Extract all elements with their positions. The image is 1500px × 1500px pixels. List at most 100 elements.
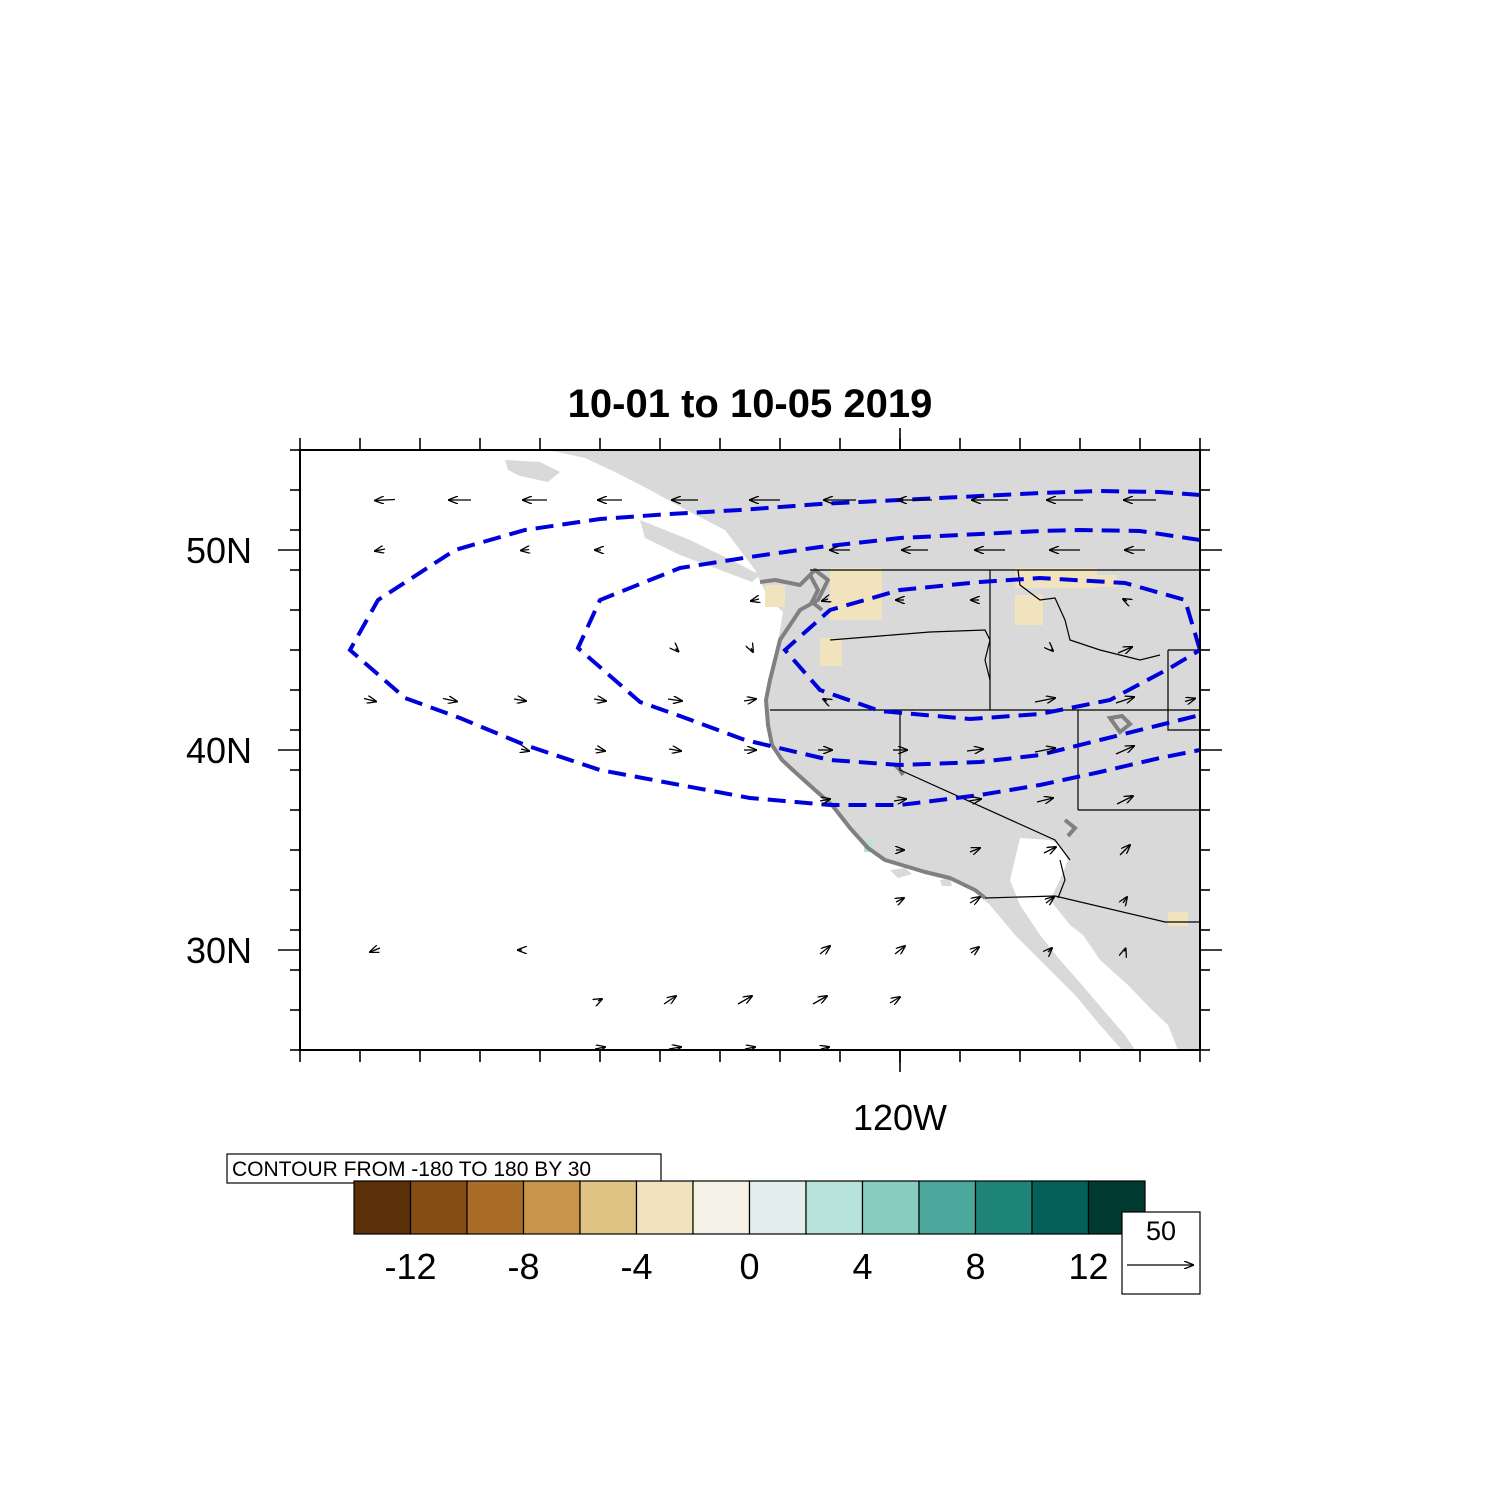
colorbar-tick-label: 12 xyxy=(1068,1246,1108,1287)
salton-sea xyxy=(1063,818,1078,838)
contour-info-box xyxy=(226,1153,662,1184)
wind-vector xyxy=(1043,847,1056,853)
anomaly-patch xyxy=(1015,595,1043,625)
contour-outer xyxy=(347,488,1200,807)
wind-vector xyxy=(594,749,605,751)
vector-reference-label: 50 xyxy=(1146,1216,1176,1246)
wind-vector xyxy=(893,799,906,801)
colorbar-swatch xyxy=(974,1180,1033,1235)
colorbar-swatch xyxy=(918,1180,977,1235)
map-panel xyxy=(300,450,1200,1050)
map-title: 10-01 to 10-05 2019 xyxy=(568,382,933,426)
wind-vector xyxy=(1125,949,1126,952)
wind-vector xyxy=(822,599,828,601)
wind-vector xyxy=(1034,748,1055,752)
land-vancouver-island xyxy=(640,520,760,582)
wind-vector xyxy=(370,948,381,952)
great-salt-lake xyxy=(1106,713,1133,735)
contour-middle xyxy=(575,527,1200,768)
wind-vector xyxy=(812,996,827,1005)
wind-vector xyxy=(1116,796,1133,805)
wind-vector xyxy=(1046,897,1054,903)
wind-vector xyxy=(668,1047,681,1049)
wind-vector xyxy=(744,1047,755,1049)
wind-vector xyxy=(737,996,752,1005)
colorbar-tick-label: 0 xyxy=(739,1246,759,1287)
colorbar xyxy=(353,1180,1146,1235)
political-borders xyxy=(770,569,1200,923)
wind-vector xyxy=(966,749,983,751)
wind-vector xyxy=(676,649,679,652)
wind-vector xyxy=(751,599,759,601)
wind-vector xyxy=(1051,649,1053,651)
colorbar-swatch xyxy=(805,1180,864,1235)
colorbar-tick-label: -8 xyxy=(507,1246,539,1287)
wind-vector xyxy=(896,898,904,902)
colorbar-swatch xyxy=(579,1180,638,1235)
anomaly-patch xyxy=(1168,912,1188,926)
colorbar-swatch xyxy=(466,1180,525,1235)
wind-vector xyxy=(521,550,529,551)
contour-info-text: CONTOUR FROM -180 TO 180 BY 30 xyxy=(232,1158,591,1181)
colorbar-swatch xyxy=(748,1180,807,1235)
wind-vector xyxy=(1123,897,1127,903)
anomaly-patch xyxy=(1015,568,1097,588)
colorbar-swatch xyxy=(353,1180,412,1235)
wind-vector xyxy=(594,1047,605,1049)
wind-vector xyxy=(969,848,980,852)
wa-or-border xyxy=(829,629,991,681)
wind-vector xyxy=(1123,599,1127,601)
wind-vector xyxy=(667,699,682,701)
puget-sound xyxy=(808,574,824,612)
wind-vector xyxy=(894,946,905,954)
wind-vector xyxy=(968,799,981,801)
anomaly-patch xyxy=(830,568,882,620)
colorbar-swatch xyxy=(692,1180,751,1235)
wy-border xyxy=(1167,649,1200,731)
wind-vector xyxy=(1117,647,1132,653)
wind-vector xyxy=(1048,948,1052,952)
land-channel-islands xyxy=(890,868,952,886)
wind-vector xyxy=(821,1047,829,1049)
wind-vector xyxy=(1036,798,1053,802)
wind-vector xyxy=(819,799,830,801)
wind-vector xyxy=(751,648,753,652)
wind-vector xyxy=(593,699,606,701)
anomaly-patch xyxy=(820,638,842,666)
wind-vector xyxy=(1115,697,1134,703)
wind-vector xyxy=(513,699,526,701)
lat-label-40n: 40N xyxy=(186,730,252,771)
colorbar-swatch xyxy=(635,1180,694,1235)
colorbar-swatch xyxy=(409,1180,468,1235)
wind-vector xyxy=(743,699,756,701)
colorbar-swatch xyxy=(522,1180,581,1235)
wind-vector xyxy=(363,699,376,702)
coastline xyxy=(759,568,987,900)
az-ca-border xyxy=(1057,859,1066,899)
wind-vector xyxy=(1034,698,1055,702)
wind-vector xyxy=(823,699,827,701)
anomaly-patches xyxy=(765,568,1188,926)
wind-vector xyxy=(375,500,396,501)
geopotential-contours xyxy=(347,488,1200,807)
wind-vector xyxy=(598,999,602,1001)
wind-vector xyxy=(521,749,529,751)
wind-vector xyxy=(663,996,676,1005)
wind-vector xyxy=(969,897,980,903)
anomaly-patch xyxy=(1095,575,1117,587)
wind-vector xyxy=(819,946,830,954)
contour-inner xyxy=(782,575,1200,722)
wind-vector xyxy=(668,749,681,751)
axis-ticks xyxy=(278,428,1222,1072)
land-haida-gwaii xyxy=(505,460,560,482)
lat-label-50n: 50N xyxy=(186,530,252,571)
colorbar-tick-label: -4 xyxy=(620,1246,652,1287)
wind-vector xyxy=(375,549,386,551)
colorbar-swatch xyxy=(1031,1180,1090,1235)
colorbar-tick-label: 4 xyxy=(852,1246,872,1287)
anomaly-patch xyxy=(765,585,785,607)
colorbar-swatch xyxy=(861,1180,920,1235)
colorbar-tick-label: 8 xyxy=(965,1246,985,1287)
id-mt-border xyxy=(1017,569,1161,661)
